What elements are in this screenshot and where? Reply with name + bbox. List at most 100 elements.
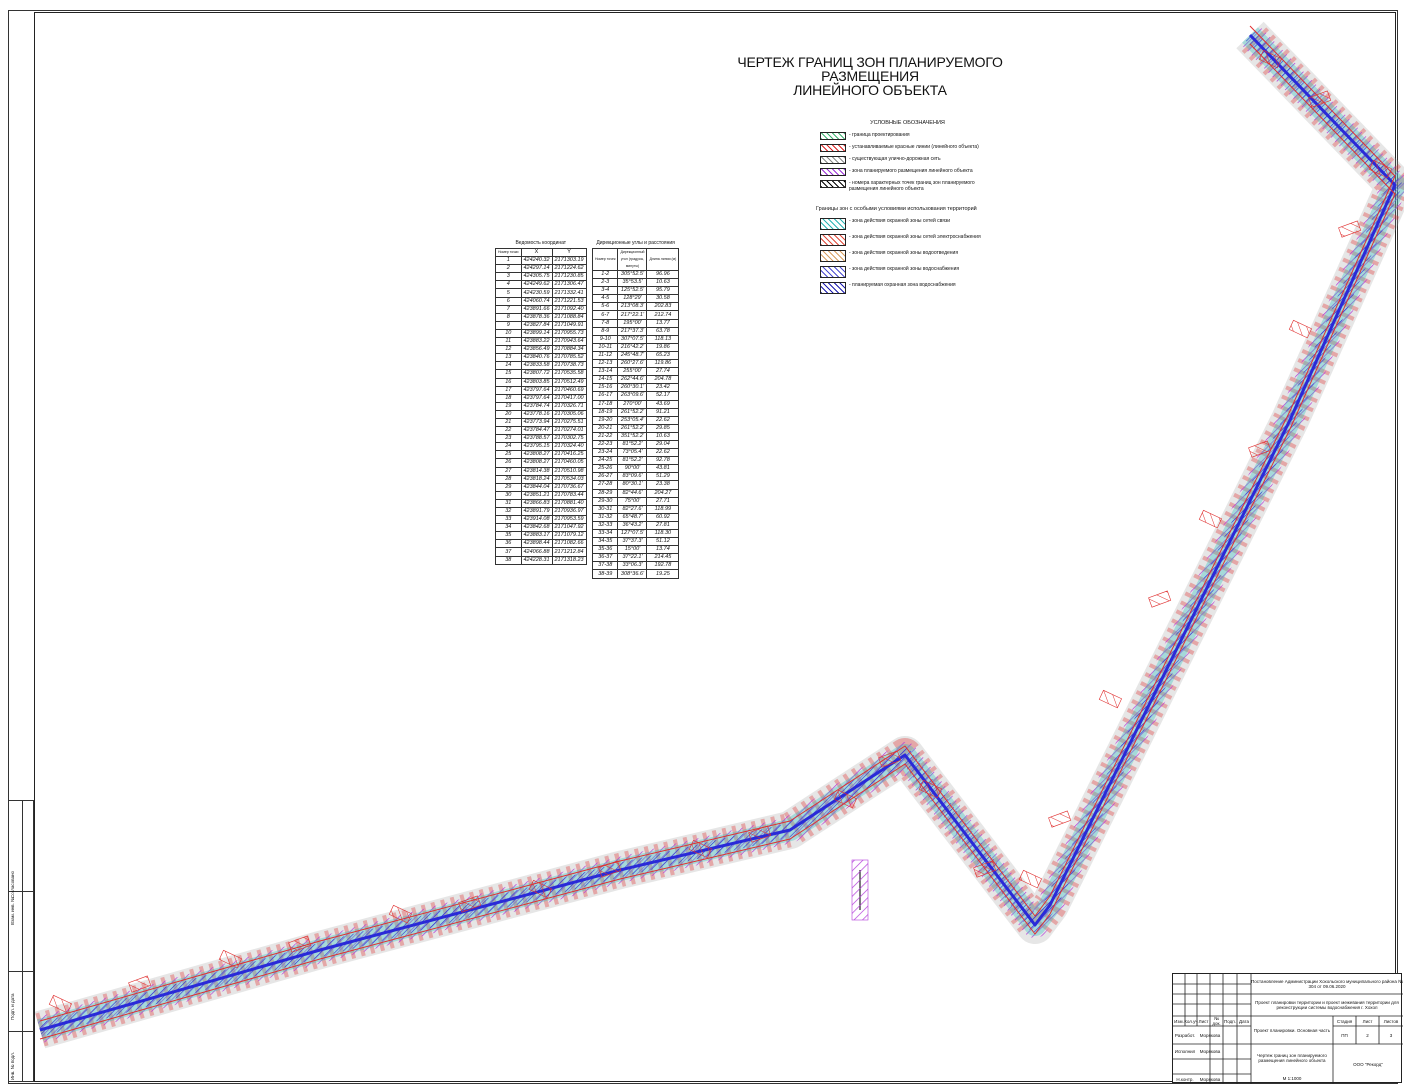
coords-cell: 8	[495, 312, 522, 322]
coords-cell: 424249.62	[520, 280, 553, 290]
angles-row: 1-2 305°52.5' 96.96	[591, 269, 680, 280]
coords-header-x: X	[520, 247, 553, 258]
angles-cell: 63.78	[646, 326, 680, 336]
coords-cell: 21	[495, 417, 522, 428]
comms-zone	[36, 27, 1404, 1041]
angles-row: 21-22 351°52.2' 10.63	[591, 431, 680, 441]
coords-cell: 423797.64	[520, 385, 553, 395]
angles-cell: 245°48.7'	[617, 350, 648, 361]
angles-cell: 11-12	[591, 350, 619, 361]
angles-cell: 3-4	[591, 286, 619, 296]
water-zone	[38, 30, 1402, 1037]
coords-row: 32 423891.79 2170936.97	[495, 506, 587, 517]
coords-cell: 423807.72	[520, 369, 553, 379]
coords-cell: 32	[495, 506, 522, 517]
angles-cell: 127°07.5'	[617, 528, 648, 539]
angles-row: 37-38 33°06.3' 192.78	[591, 561, 680, 571]
angles-cell: 17-18	[591, 399, 619, 409]
coords-row: 1 424240.32 2171303.19	[495, 256, 587, 266]
angles-cell: 118.13	[646, 334, 680, 344]
coords-cell: 424240.32	[520, 256, 553, 266]
angles-cell: 96.96	[646, 269, 680, 280]
angles-row: 18-19 261°52.2' 91.21	[591, 407, 680, 417]
coords-cell: 2	[495, 264, 522, 274]
coords-cell: 25	[495, 450, 522, 460]
coords-row: 37 424066.88 2171212.84	[495, 547, 587, 557]
coords-cell: 1	[495, 256, 522, 266]
coords-row: 31 423866.83 2170881.40	[495, 498, 587, 509]
coords-cell: 423808.27	[520, 450, 553, 460]
stamp-col-list: Лист	[1198, 1018, 1209, 1024]
angles-cell: 15-16	[591, 383, 619, 393]
angles-cell: 195°00'	[617, 318, 648, 328]
legend-swatch	[820, 132, 846, 140]
coords-cell: 2171049.91	[551, 320, 587, 330]
coords-cell: 26	[495, 458, 522, 468]
angles-row: 13-14 255°00' 27.74	[591, 367, 680, 377]
angles-cell: 65°48.7'	[617, 512, 648, 522]
legend-item: - зона планируемого размещения линейного…	[820, 168, 995, 176]
parcel-hatch	[748, 825, 772, 843]
coords-cell: 2170460.05	[551, 458, 587, 468]
angles-row: 27-28 80°30.1' 23.38	[591, 480, 680, 490]
coords-row: 12 423856.49 2170884.34	[495, 345, 587, 355]
angles-cell: 13.74	[646, 545, 680, 555]
angles-cell: 82°27.6'	[617, 504, 648, 514]
coords-cell: 2171079.12	[551, 531, 587, 541]
angles-cell: 214.45	[646, 553, 680, 563]
angles-cell: 261°52.2'	[617, 423, 648, 433]
coords-cell: 13	[495, 353, 522, 363]
coords-cell: 2171332.41	[551, 288, 587, 298]
sheet-inner-frame	[34, 12, 1396, 1082]
coords-cell: 424060.74	[520, 296, 553, 306]
coords-row: 6 424060.74 2171221.53	[495, 296, 587, 306]
angles-header-points: Номер точек	[591, 248, 619, 271]
coords-cell: 423891.66	[520, 304, 553, 314]
coords-cell: 423891.79	[520, 506, 553, 517]
legend-swatch	[820, 180, 846, 188]
coords-row: 30 423851.21 2170783.44	[495, 490, 587, 500]
stamp-name-1: Морякова	[1199, 1032, 1221, 1038]
angles-cell: 217°37.3'	[617, 326, 648, 336]
angles-cell: 23.38	[646, 480, 680, 490]
angles-cell: 91.21	[646, 407, 680, 417]
coords-cell: 12	[495, 345, 522, 355]
angles-cell: 253°05.4'	[617, 415, 648, 425]
coords-cell: 423883.17	[520, 531, 553, 541]
coords-cell: 2170326.71	[551, 401, 587, 411]
parcel-hatch	[598, 860, 622, 878]
angles-cell: 33-34	[591, 528, 619, 539]
angles-cell: 118.30	[646, 528, 680, 539]
parcel-hatch	[973, 860, 997, 878]
route-line	[39, 33, 1397, 1032]
angles-header-length: Длина линии (м)	[646, 248, 680, 271]
angles-cell: 202.83	[646, 302, 680, 312]
angles-cell: 13.77	[646, 318, 680, 328]
coords-cell: 423899.14	[520, 328, 553, 339]
coords-row: 24 423795.15 2170324.40	[495, 442, 587, 452]
stamp-sheet-label: Лист	[1362, 1018, 1373, 1024]
coords-row: 2 424297.14 2171224.62	[495, 264, 587, 274]
coords-cell: 2170884.34	[551, 345, 587, 355]
stamp-sheets: 3	[1389, 1032, 1393, 1038]
parcel-hatch	[1198, 509, 1222, 529]
coords-cell: 2170936.97	[551, 506, 587, 517]
angles-cell: 95.79	[646, 286, 680, 296]
coords-row: 29 423844.04 2170736.67	[495, 482, 587, 492]
angles-cell: 10.63	[646, 431, 680, 441]
zone-item: - планируемая охранная зона водоснабжени…	[820, 282, 995, 294]
stamp-sheet: 2	[1366, 1032, 1369, 1038]
angles-row: 26-27 83°09.6' 51.29	[591, 472, 680, 482]
title-line-2: ЛИНЕЙНОГО ОБЪЕКТА	[793, 82, 947, 98]
angles-cell: 255°00'	[617, 367, 648, 377]
angles-cell: 28-29	[591, 488, 619, 498]
legend-label: - зона планируемого размещения линейного…	[849, 168, 973, 174]
angles-cell: 31-32	[591, 512, 619, 522]
coords-row: 15 423807.72 2170535.58	[495, 369, 587, 379]
angles-cell: 8-9	[591, 326, 619, 336]
coords-row: 26 423808.27 2170460.05	[495, 458, 587, 468]
coords-cell: 423795.15	[520, 442, 553, 452]
angles-row: 9-10 307°07.5' 118.13	[591, 334, 680, 344]
angles-cell: 351°52.2'	[617, 431, 648, 441]
